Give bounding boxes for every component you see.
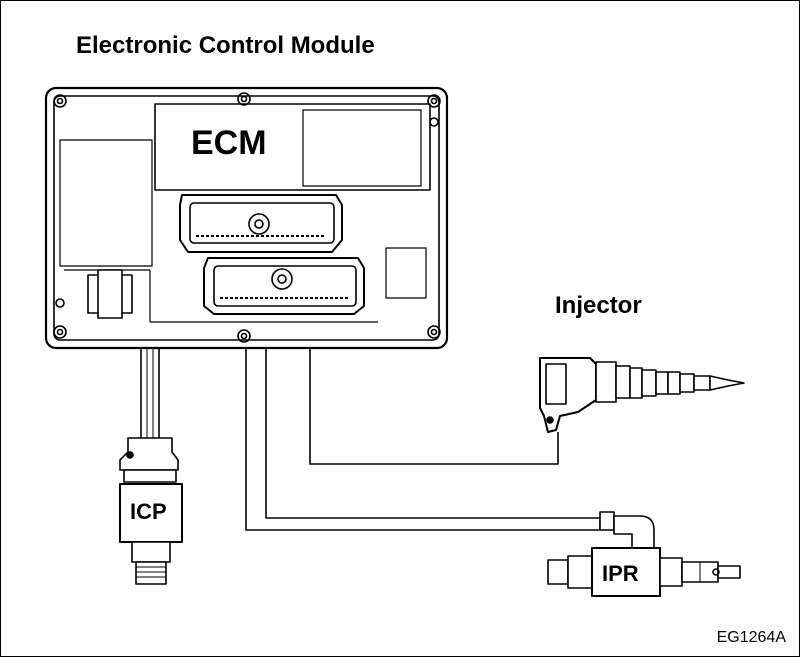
- ipr-label: IPR: [602, 561, 639, 586]
- icp-label: ICP: [130, 499, 167, 524]
- ecm-upper-connector: [179, 194, 343, 253]
- injector-harness: [309, 348, 559, 465]
- injector-label: Injector: [555, 292, 642, 319]
- injector: [539, 357, 745, 433]
- ecm-lower-connector: [203, 257, 365, 315]
- figure-id: EG1264A: [716, 629, 786, 646]
- ecm-label: ECM: [191, 124, 267, 162]
- ecm-side-connector: [87, 269, 133, 319]
- ipr-valve: [547, 511, 741, 597]
- diagram-title: Electronic Control Module: [76, 32, 375, 59]
- icp-harness: [140, 348, 160, 438]
- icp-sensor: [119, 437, 183, 585]
